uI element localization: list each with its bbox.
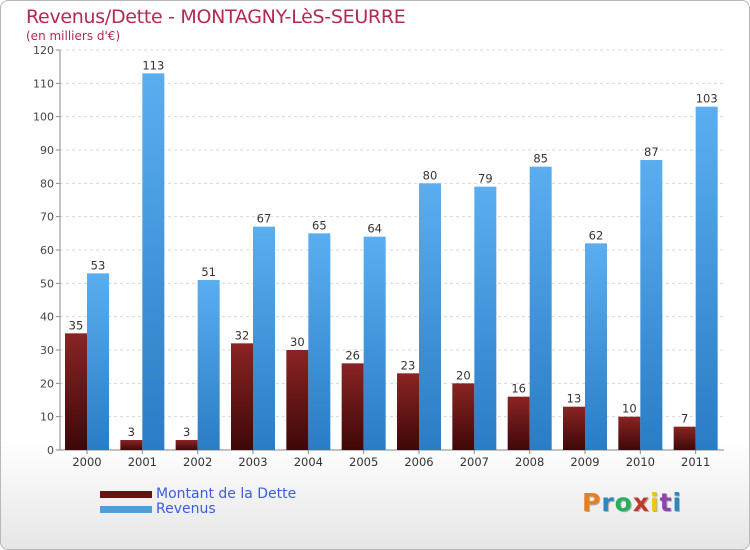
y-tick-label: 0	[47, 444, 54, 457]
y-tick-label: 90	[40, 144, 54, 157]
logo-letter: r	[601, 488, 615, 517]
axes: 0 10 20 30 40 50 60 70 80 90 100 110 120	[33, 44, 724, 457]
data-label-revenus: 67	[257, 212, 272, 226]
data-label-dette: 16	[511, 382, 526, 396]
logo-letter: P	[582, 488, 602, 517]
data-label-revenus: 113	[142, 58, 164, 72]
x-tick-label: 2011	[681, 455, 710, 469]
bar-dette	[452, 383, 475, 450]
x-tick-label: 2006	[404, 455, 433, 469]
data-label-dette: 35	[69, 318, 84, 332]
bar-dette	[65, 333, 87, 450]
x-tick-label: 2001	[128, 455, 157, 469]
x-tick-label: 2009	[570, 455, 599, 469]
bar-dette	[507, 396, 530, 450]
data-label-dette: 10	[622, 402, 637, 416]
data-label-dette: 3	[183, 425, 190, 439]
bar-dette	[673, 426, 696, 450]
bar-dette	[286, 350, 309, 450]
labels: 35 53 2000 3 113 2001 3 51 2002 32 67 2003 30 65 2004 2…	[69, 58, 718, 469]
y-tick-label: 80	[40, 177, 54, 190]
data-label-revenus: 62	[589, 228, 604, 242]
data-label-revenus: 53	[91, 258, 106, 272]
data-label-revenus: 79	[478, 172, 493, 186]
data-label-revenus: 65	[312, 218, 327, 232]
data-label-revenus: 51	[201, 265, 216, 279]
bar-dette	[341, 363, 364, 450]
x-tick-label: 2005	[349, 455, 378, 469]
logo-letter: o	[614, 488, 633, 517]
logo-letter: i	[672, 488, 683, 517]
data-label-dette: 7	[681, 412, 688, 426]
legend-label-revenus: Revenus	[156, 501, 216, 517]
data-label-dette: 23	[401, 358, 416, 372]
data-label-dette: 30	[290, 335, 305, 349]
logo-letter: t	[659, 488, 673, 517]
bar-dette	[618, 416, 641, 450]
y-tick-label: 10	[40, 411, 54, 424]
legend-label-dette: Montant de la Dette	[156, 486, 297, 502]
y-tick-label: 50	[40, 277, 54, 290]
data-label-dette: 32	[235, 328, 250, 342]
gridlines	[60, 49, 724, 451]
bar-dette	[563, 406, 585, 450]
y-tick-label: 100	[33, 111, 54, 124]
bar-dette	[397, 373, 419, 450]
x-tick-label: 2007	[460, 455, 489, 469]
bar-revenus	[197, 280, 220, 450]
data-label-dette: 26	[345, 348, 360, 362]
bar-dette	[231, 343, 253, 450]
data-label-dette: 13	[567, 392, 582, 406]
logo-letter: i	[650, 488, 660, 517]
legend-swatch-dette	[100, 490, 152, 498]
y-tick-label: 120	[33, 44, 54, 57]
bar-revenus	[640, 160, 663, 450]
bar-revenus	[585, 243, 607, 450]
y-tick-label: 30	[40, 344, 54, 357]
bar-revenus	[308, 233, 331, 450]
bar-revenus	[695, 106, 718, 451]
proxiti-logo: Proxiti	[582, 488, 682, 517]
data-label-revenus: 80	[423, 168, 438, 182]
bar-revenus	[474, 186, 497, 450]
legend-item-revenus: Revenus	[100, 501, 216, 517]
bar-revenus	[419, 183, 441, 451]
logo-letter: x	[632, 488, 650, 517]
bar-dette	[120, 440, 143, 450]
bars	[65, 73, 718, 451]
y-tick-label: 70	[40, 211, 54, 224]
x-tick-label: 2000	[72, 455, 101, 469]
y-tick-label: 110	[33, 77, 54, 90]
legend-swatch-revenus	[100, 505, 152, 513]
x-tick-label: 2004	[294, 455, 323, 469]
bar-revenus	[529, 166, 552, 450]
data-label-revenus: 85	[533, 152, 548, 166]
data-label-dette: 20	[456, 368, 471, 382]
data-label-dette: 3	[128, 425, 135, 439]
bar-revenus	[363, 236, 386, 450]
y-tick-label: 40	[40, 311, 54, 324]
chart-title: Revenus/Dette - MONTAGNY-LèS-SEURRE	[26, 6, 406, 28]
y-tick-label: 20	[40, 377, 54, 390]
bar-revenus	[142, 73, 165, 450]
chart-subtitle: (en milliers d'€)	[26, 29, 121, 43]
bar-revenus	[253, 226, 275, 450]
data-label-revenus: 103	[696, 92, 718, 106]
bar-dette	[175, 440, 198, 450]
x-tick-label: 2010	[626, 455, 655, 469]
bar-revenus	[87, 273, 109, 450]
data-label-revenus: 87	[644, 145, 659, 159]
x-tick-label: 2002	[183, 455, 212, 469]
y-tick-label: 60	[40, 244, 54, 257]
data-label-revenus: 64	[367, 222, 382, 236]
x-tick-label: 2003	[238, 455, 267, 469]
x-tick-label: 2008	[515, 455, 544, 469]
legend-item-dette: Montant de la Dette	[100, 486, 296, 502]
